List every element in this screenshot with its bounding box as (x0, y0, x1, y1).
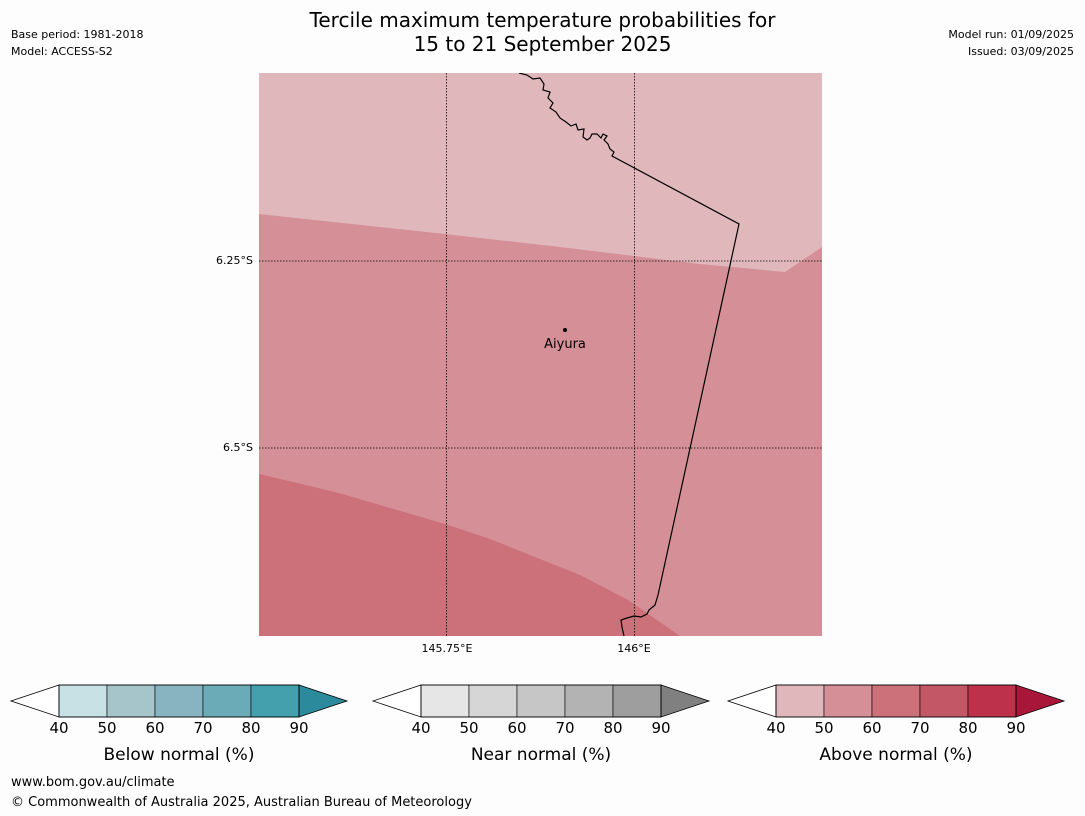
colorbar-above-tick-40: 40 (766, 719, 786, 737)
colorbar-near-box-40 (420, 684, 470, 718)
colorbar-near-box-50 (468, 684, 518, 718)
footer-url: www.bom.gov.au/climate (11, 775, 175, 790)
colorbar-near-tick-60: 60 (507, 719, 527, 737)
colorbar-near-box-60 (516, 684, 566, 718)
colorbar-below-tick-90: 90 (289, 719, 309, 737)
region-above-60-70 (259, 474, 680, 636)
colorbar-above-box-80 (967, 684, 1017, 718)
lat-label-6-25: 6.25°S (216, 254, 253, 267)
colorbar-below-title: Below normal (%) (103, 745, 255, 765)
town-label: Aiyura (544, 337, 586, 352)
colorbar-above-tick-90: 90 (1006, 719, 1026, 737)
colorbar-below-tick-80: 80 (241, 719, 261, 737)
meta-left: Base period: 1981-2018 Model: ACCESS-S2 (11, 26, 143, 60)
title-line-1: Tercile maximum temperature probabilitie… (309, 8, 776, 32)
colorbar-below-box-50 (106, 684, 156, 718)
base-period: Base period: 1981-2018 (11, 28, 144, 41)
meta-right: Model run: 01/09/2025 Issued: 03/09/2025 (948, 26, 1074, 60)
colorbar-below-tick-60: 60 (145, 719, 165, 737)
colorbar-below-lower-extension (9, 684, 60, 718)
footer-copyright: © Commonwealth of Australia 2025, Austra… (11, 795, 472, 810)
colorbar-above-tick-50: 50 (814, 719, 834, 737)
colorbar-below-tick-70: 70 (193, 719, 213, 737)
lon-label-145-75: 145.75°E (421, 642, 473, 655)
lon-label-146: 146°E (617, 642, 651, 655)
colorbar-below-upper-extension (298, 684, 349, 718)
colorbar-near-box-80 (612, 684, 662, 718)
colorbar-above-outline (775, 684, 1017, 718)
colorbar-near-outline (420, 684, 662, 718)
colorbar-above-box-70 (919, 684, 969, 718)
colorbar-near-upper-extension (660, 684, 711, 718)
colorbar-below-outline (58, 684, 300, 718)
colorbar-above-box-50 (823, 684, 873, 718)
colorbars (9, 684, 1066, 718)
graticule (259, 73, 822, 636)
model-run: Model run: 01/09/2025 (948, 28, 1074, 41)
colorbar-below-box-70 (202, 684, 252, 718)
colorbar-below-box-60 (154, 684, 204, 718)
lat-label-6-5: 6.5°S (223, 441, 253, 454)
map-title: Tercile maximum temperature probabilitie… (0, 8, 1085, 56)
colorbar-near-tick-90: 90 (651, 719, 671, 737)
colorbar-above-tick-80: 80 (958, 719, 978, 737)
colorbar-near-box-70 (564, 684, 614, 718)
colorbar-near-title: Near normal (%) (470, 745, 612, 765)
colorbar-above-title: Above normal (%) (819, 745, 973, 765)
colorbar-above-upper-extension (1015, 684, 1066, 718)
colorbar-above-lower-extension (726, 684, 777, 718)
colorbar-below-tick-50: 50 (97, 719, 117, 737)
issued-date: Issued: 03/09/2025 (967, 45, 1074, 58)
colorbar-near-lower-extension (371, 684, 422, 718)
colorbar-near-tick-80: 80 (603, 719, 623, 737)
town-marker (563, 328, 567, 332)
colorbar-above-box-40 (775, 684, 825, 718)
colorbar-near-tick-40: 40 (411, 719, 431, 737)
colorbar-above-tick-70: 70 (910, 719, 930, 737)
colorbar-near-tick-70: 70 (555, 719, 575, 737)
colorbar-above-box-60 (871, 684, 921, 718)
title-line-2: 15 to 21 September 2025 (413, 32, 672, 56)
colorbar-below-box-40 (58, 684, 108, 718)
colorbar-below-box-80 (250, 684, 300, 718)
model-name: Model: ACCESS-S2 (11, 45, 113, 58)
colorbar-below-tick-40: 40 (49, 719, 69, 737)
colorbar-above-tick-60: 60 (862, 719, 882, 737)
colorbar-near-tick-50: 50 (459, 719, 479, 737)
country-border (518, 73, 740, 636)
